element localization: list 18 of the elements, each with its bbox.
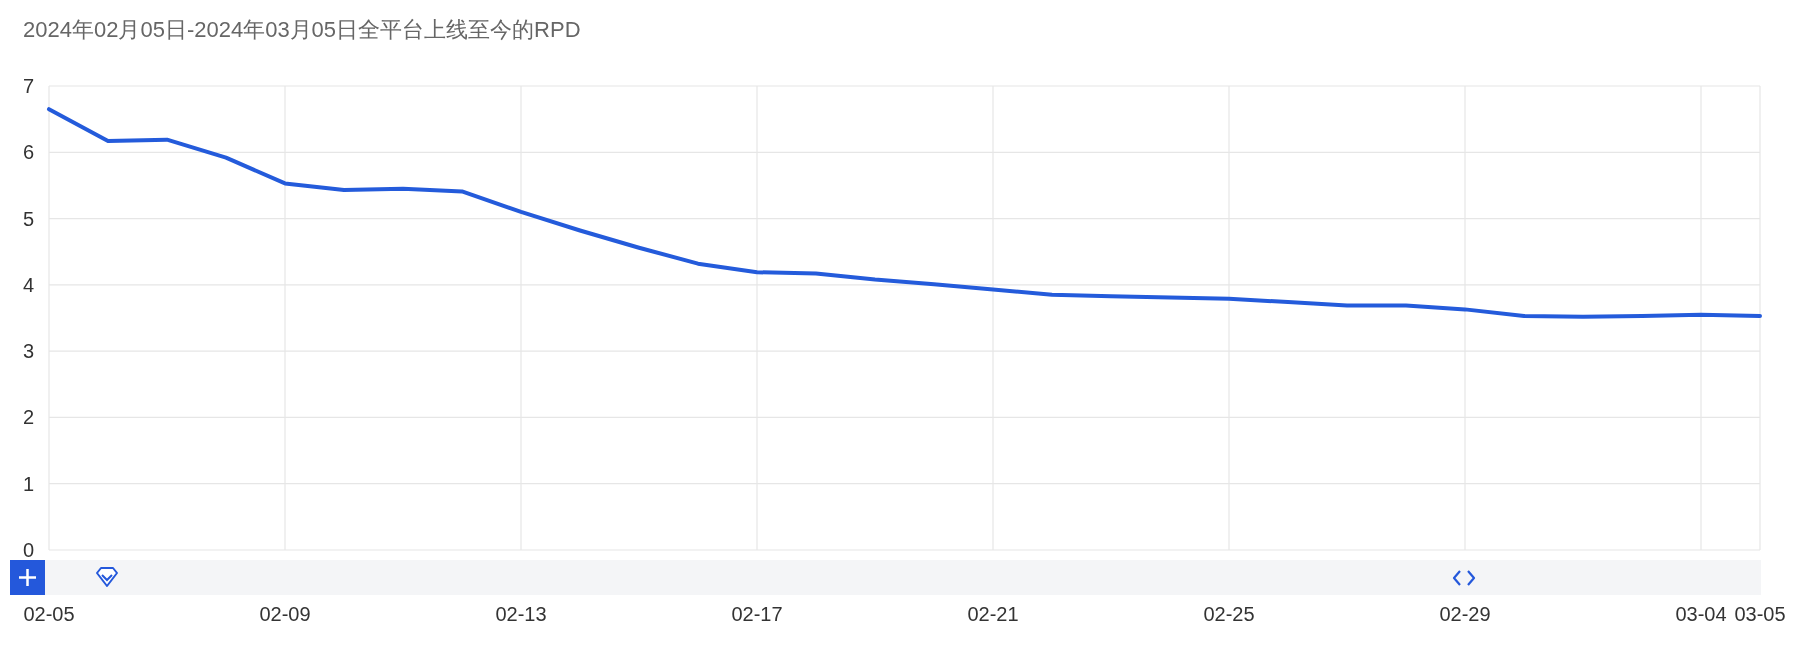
y-tick-label: 1 xyxy=(22,472,34,495)
y-tick-label: 6 xyxy=(22,141,34,164)
x-tick-label: 02-05 xyxy=(23,603,75,625)
x-tick-label: 02-13 xyxy=(495,603,547,625)
x-tick-label: 02-21 xyxy=(967,603,1019,625)
y-tick-label: 2 xyxy=(22,406,34,429)
y-tick-label: 4 xyxy=(22,273,34,296)
y-tick-label: 5 xyxy=(22,207,34,230)
x-tick-label: 02-25 xyxy=(1203,603,1255,625)
chart-title: 2024年02月05日-2024年03月05日全平台上线至今的RPD xyxy=(23,17,581,42)
x-tick-label: 03-05 xyxy=(1734,603,1786,625)
y-tick-label: 7 xyxy=(22,75,34,97)
y-tick-label: 0 xyxy=(22,539,34,561)
x-tick-label: 02-09 xyxy=(259,603,311,625)
x-tick-label: 02-29 xyxy=(1439,603,1491,625)
y-tick-label: 3 xyxy=(22,340,34,363)
x-tick-label: 02-17 xyxy=(731,603,783,625)
x-tick-label: 03-04 xyxy=(1675,603,1727,625)
